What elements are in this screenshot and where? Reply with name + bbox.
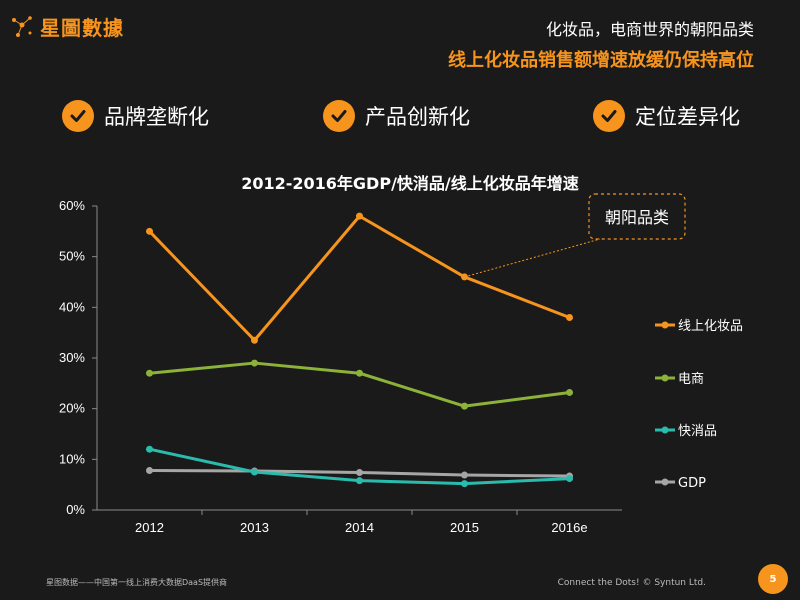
data-point (461, 471, 468, 479)
header-subtitle: 化妆品，电商世界的朝阳品类 (545, 20, 754, 39)
data-point (146, 445, 153, 453)
y-tick-label: 20% (59, 401, 85, 416)
y-tick-label: 60% (59, 198, 85, 213)
data-point (461, 402, 468, 410)
feature-label: 产品创新化 (365, 105, 470, 129)
y-tick-label: 10% (59, 451, 85, 466)
data-point (146, 466, 153, 474)
feature-item: 品牌垄断化 (62, 100, 209, 132)
check-icon (62, 100, 94, 132)
data-point (251, 336, 258, 344)
line-chart: 0% 10% 20% 30% 40% 50% 60% 2012 2013 2014 2015 2016… (59, 193, 743, 535)
y-tick-label: 50% (59, 249, 85, 264)
chart-title: 2012-2016年GDP/快消品/线上化妆品年增速 (241, 174, 579, 193)
data-point (251, 359, 258, 367)
y-tick-label: 40% (59, 299, 85, 314)
data-point (251, 468, 258, 476)
legend-marker (661, 374, 669, 382)
data-point (356, 369, 363, 377)
footer-copyright: Connect the Dots! © Syntun Ltd. (557, 578, 706, 588)
series-line (149, 361, 570, 408)
legend-marker (661, 478, 669, 486)
legend-label: GDP (678, 476, 706, 491)
feature-label: 定位差异化 (635, 105, 740, 129)
x-tick-label: 2015 (450, 520, 479, 535)
footer-tagline: 星图数据——中国第一线上消费大数据DaaS提供商 (46, 578, 228, 587)
annotation-leader (464, 238, 601, 278)
legend-marker (661, 426, 669, 434)
data-point (461, 273, 468, 281)
feature-row: 品牌垄断化 产品创新化 定位差异化 (0, 100, 800, 140)
annotation-box (588, 193, 686, 240)
check-icon (323, 100, 355, 132)
slide-header: 化妆品，电商世界的朝阳品类 线上化妆品销售额增速放缓仍保持高位 (448, 16, 754, 72)
page-number: 5 (758, 564, 788, 594)
check-icon (593, 100, 625, 132)
x-tick-label: 2014 (345, 520, 374, 535)
feature-item: 产品创新化 (323, 100, 470, 132)
annotation-label: 朝阳品类 (605, 208, 669, 227)
feature-label: 品牌垄断化 (104, 105, 209, 129)
chart-area: 2012-2016年GDP/快消品/线上化妆品年增速 0% 10% 20% 30% 40… (0, 160, 800, 550)
y-tick-label: 0% (66, 502, 85, 517)
data-point (566, 313, 573, 321)
brand-logo: 星圖數據 (10, 12, 124, 41)
data-point (356, 469, 363, 477)
feature-item: 定位差异化 (593, 100, 740, 132)
data-point (146, 227, 153, 235)
y-tick-label: 30% (59, 350, 85, 365)
legend-label: 快消品 (678, 424, 717, 439)
data-point (146, 369, 153, 377)
x-tick-label: 2016e (551, 520, 587, 535)
data-point (566, 475, 573, 483)
data-point (356, 477, 363, 485)
header-title: 线上化妆品销售额增速放缓仍保持高位 (448, 50, 754, 71)
legend-label: 电商 (678, 372, 704, 387)
x-tick-label: 2012 (135, 520, 164, 535)
brand-name: 星圖數據 (40, 16, 124, 40)
series-line (148, 214, 571, 342)
data-point (461, 480, 468, 488)
data-point (356, 212, 363, 220)
data-point (566, 388, 573, 396)
constellation-icon (12, 15, 32, 37)
x-tick-label: 2013 (240, 520, 269, 535)
legend-label: 线上化妆品 (678, 319, 743, 334)
legend-marker (661, 321, 669, 329)
